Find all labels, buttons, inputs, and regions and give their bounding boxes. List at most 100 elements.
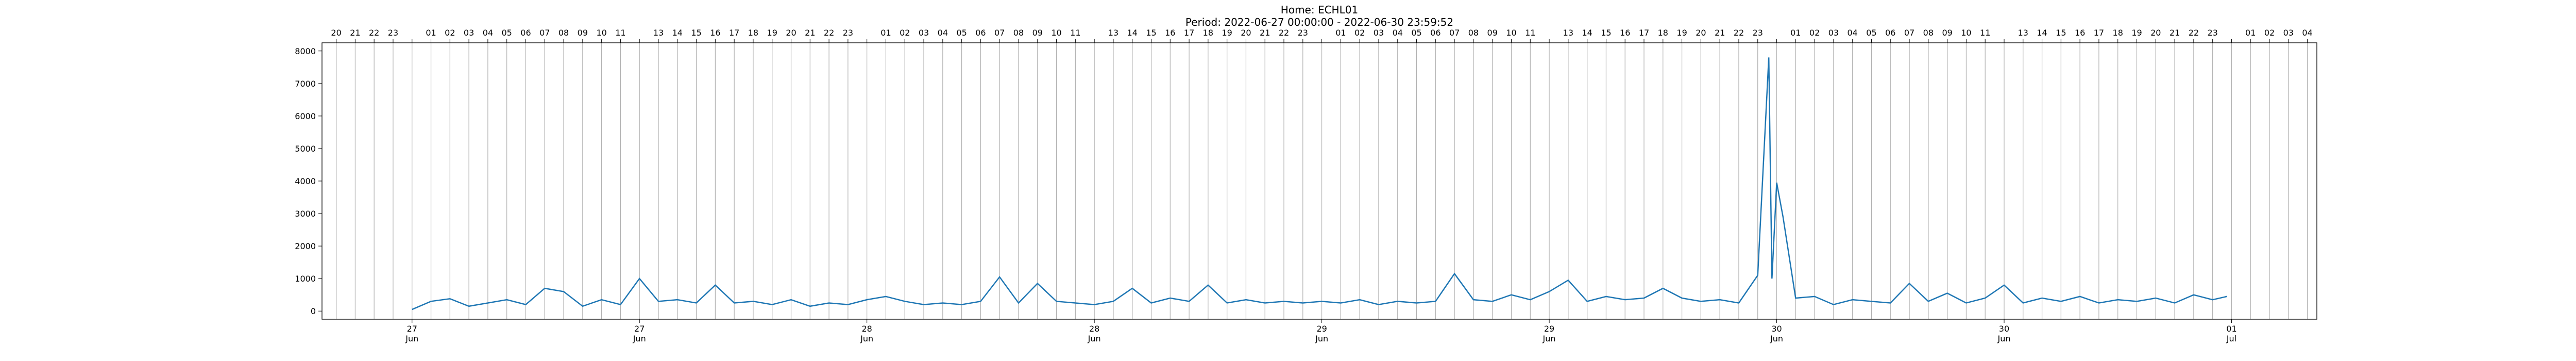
x2-tick-label: 16 [2075,28,2085,38]
x2-tick-label: 18 [2113,28,2123,38]
x2-tick-label: 04 [938,28,948,38]
x2-tick-label: 01 [1790,28,1801,38]
x2-tick-label: 13 [653,28,664,38]
y-tick-label: 1000 [295,274,316,284]
x2-tick-label: 14 [2037,28,2047,38]
x2-tick-label: 06 [975,28,986,38]
x2-tick-label: 13 [2018,28,2028,38]
x2-tick-label: 18 [748,28,758,38]
x2-tick-label: 15 [691,28,701,38]
y-tick-label: 5000 [295,144,316,154]
x2-tick-label: 01 [880,28,891,38]
x2-tick-label: 22 [369,28,379,38]
x2-tick-label: 04 [1393,28,1403,38]
x2-tick-label: 19 [1222,28,1232,38]
y-tick-label: 2000 [295,241,316,251]
x2-tick-label: 21 [350,28,360,38]
x2-tick-label: 04 [483,28,493,38]
chart-subtitle: Period: 2022-06-27 00:00:00 - 2022-06-30… [1185,16,1453,28]
y-tick-label: 7000 [295,79,316,89]
x2-tick-label: 20 [331,28,341,38]
x2-tick-label: 13 [1108,28,1118,38]
x-tick-label: 27 Jun [405,324,418,343]
x2-tick-label: 23 [1298,28,1308,38]
x2-tick-label: 09 [1032,28,1043,38]
x2-tick-label: 14 [1127,28,1138,38]
x-tick-label: 30 Jun [1997,324,2010,343]
x2-tick-label: 07 [1904,28,1914,38]
x2-tick-label: 07 [994,28,1005,38]
x2-tick-label: 23 [1753,28,1763,38]
y-tick-label: 0 [311,306,316,316]
x2-tick-label: 13 [1563,28,1573,38]
x2-tick-label: 15 [2056,28,2066,38]
x2-tick-label: 15 [1601,28,1611,38]
x2-tick-label: 04 [1847,28,1857,38]
x2-tick-label: 22 [1734,28,1744,38]
x-tick-label: 27 Jun [633,324,646,343]
x2-tick-label: 11 [1070,28,1080,38]
x2-tick-label: 09 [1942,28,1952,38]
x-tick-label: 29 Jun [1543,324,1556,343]
data-line [412,57,2227,310]
x-tick-label: 01 Jul [2226,324,2237,343]
x2-tick-label: 05 [956,28,967,38]
x2-tick-label: 10 [596,28,606,38]
x2-tick-label: 17 [2094,28,2104,38]
x2-tick-label: 02 [2264,28,2275,38]
x2-tick-label: 06 [1885,28,1895,38]
x2-tick-label: 22 [2189,28,2199,38]
x2-tick-label: 02 [900,28,910,38]
x2-tick-label: 10 [1051,28,1061,38]
x2-tick-label: 01 [1335,28,1346,38]
x2-tick-label: 02 [1809,28,1820,38]
x2-tick-label: 11 [1525,28,1535,38]
x2-tick-label: 08 [1468,28,1479,38]
x2-tick-label: 01 [2245,28,2256,38]
x2-tick-label: 21 [1715,28,1725,38]
x-tick-label: 28 Jun [1088,324,1101,343]
x2-tick-label: 11 [615,28,625,38]
x2-tick-label: 21 [1260,28,1270,38]
chart-title: Home: ECHL01 [1281,4,1358,16]
x2-tick-label: 19 [2131,28,2142,38]
x2-tick-label: 10 [1961,28,1971,38]
x2-tick-label: 16 [1620,28,1630,38]
y-tick-label: 3000 [295,209,316,219]
x2-tick-label: 16 [1165,28,1175,38]
x2-tick-label: 07 [1449,28,1460,38]
x2-tick-label: 17 [1639,28,1649,38]
x-tick-label: 28 Jun [860,324,873,343]
plot-frame [321,42,2317,320]
x2-tick-label: 19 [1676,28,1687,38]
x2-tick-label: 20 [1696,28,1706,38]
x2-tick-label: 19 [767,28,777,38]
x2-tick-label: 21 [2170,28,2180,38]
y-tick-label: 4000 [295,176,316,186]
x2-tick-label: 08 [1013,28,1024,38]
x2-tick-label: 18 [1203,28,1213,38]
x2-tick-label: 17 [729,28,739,38]
y-tick-label: 8000 [295,46,316,56]
x2-tick-label: 18 [1658,28,1668,38]
x2-tick-label: 11 [1980,28,1990,38]
x2-tick-label: 02 [1354,28,1365,38]
x2-tick-label: 09 [1487,28,1498,38]
x2-tick-label: 07 [539,28,550,38]
x2-tick-label: 03 [919,28,929,38]
x2-tick-label: 05 [1866,28,1876,38]
x-tick-label: 29 Jun [1315,324,1328,343]
x2-tick-label: 06 [520,28,531,38]
x2-tick-label: 09 [578,28,588,38]
x2-tick-label: 02 [445,28,455,38]
x2-tick-label: 05 [1411,28,1421,38]
x2-tick-label: 03 [1374,28,1384,38]
x2-tick-label: 20 [2150,28,2161,38]
x-tick-label: 30 Jun [1770,324,1783,343]
x2-tick-label: 22 [1279,28,1289,38]
x2-tick-label: 14 [672,28,683,38]
x2-tick-label: 20 [1241,28,1251,38]
x2-tick-label: 23 [843,28,853,38]
x2-tick-label: 03 [2283,28,2294,38]
